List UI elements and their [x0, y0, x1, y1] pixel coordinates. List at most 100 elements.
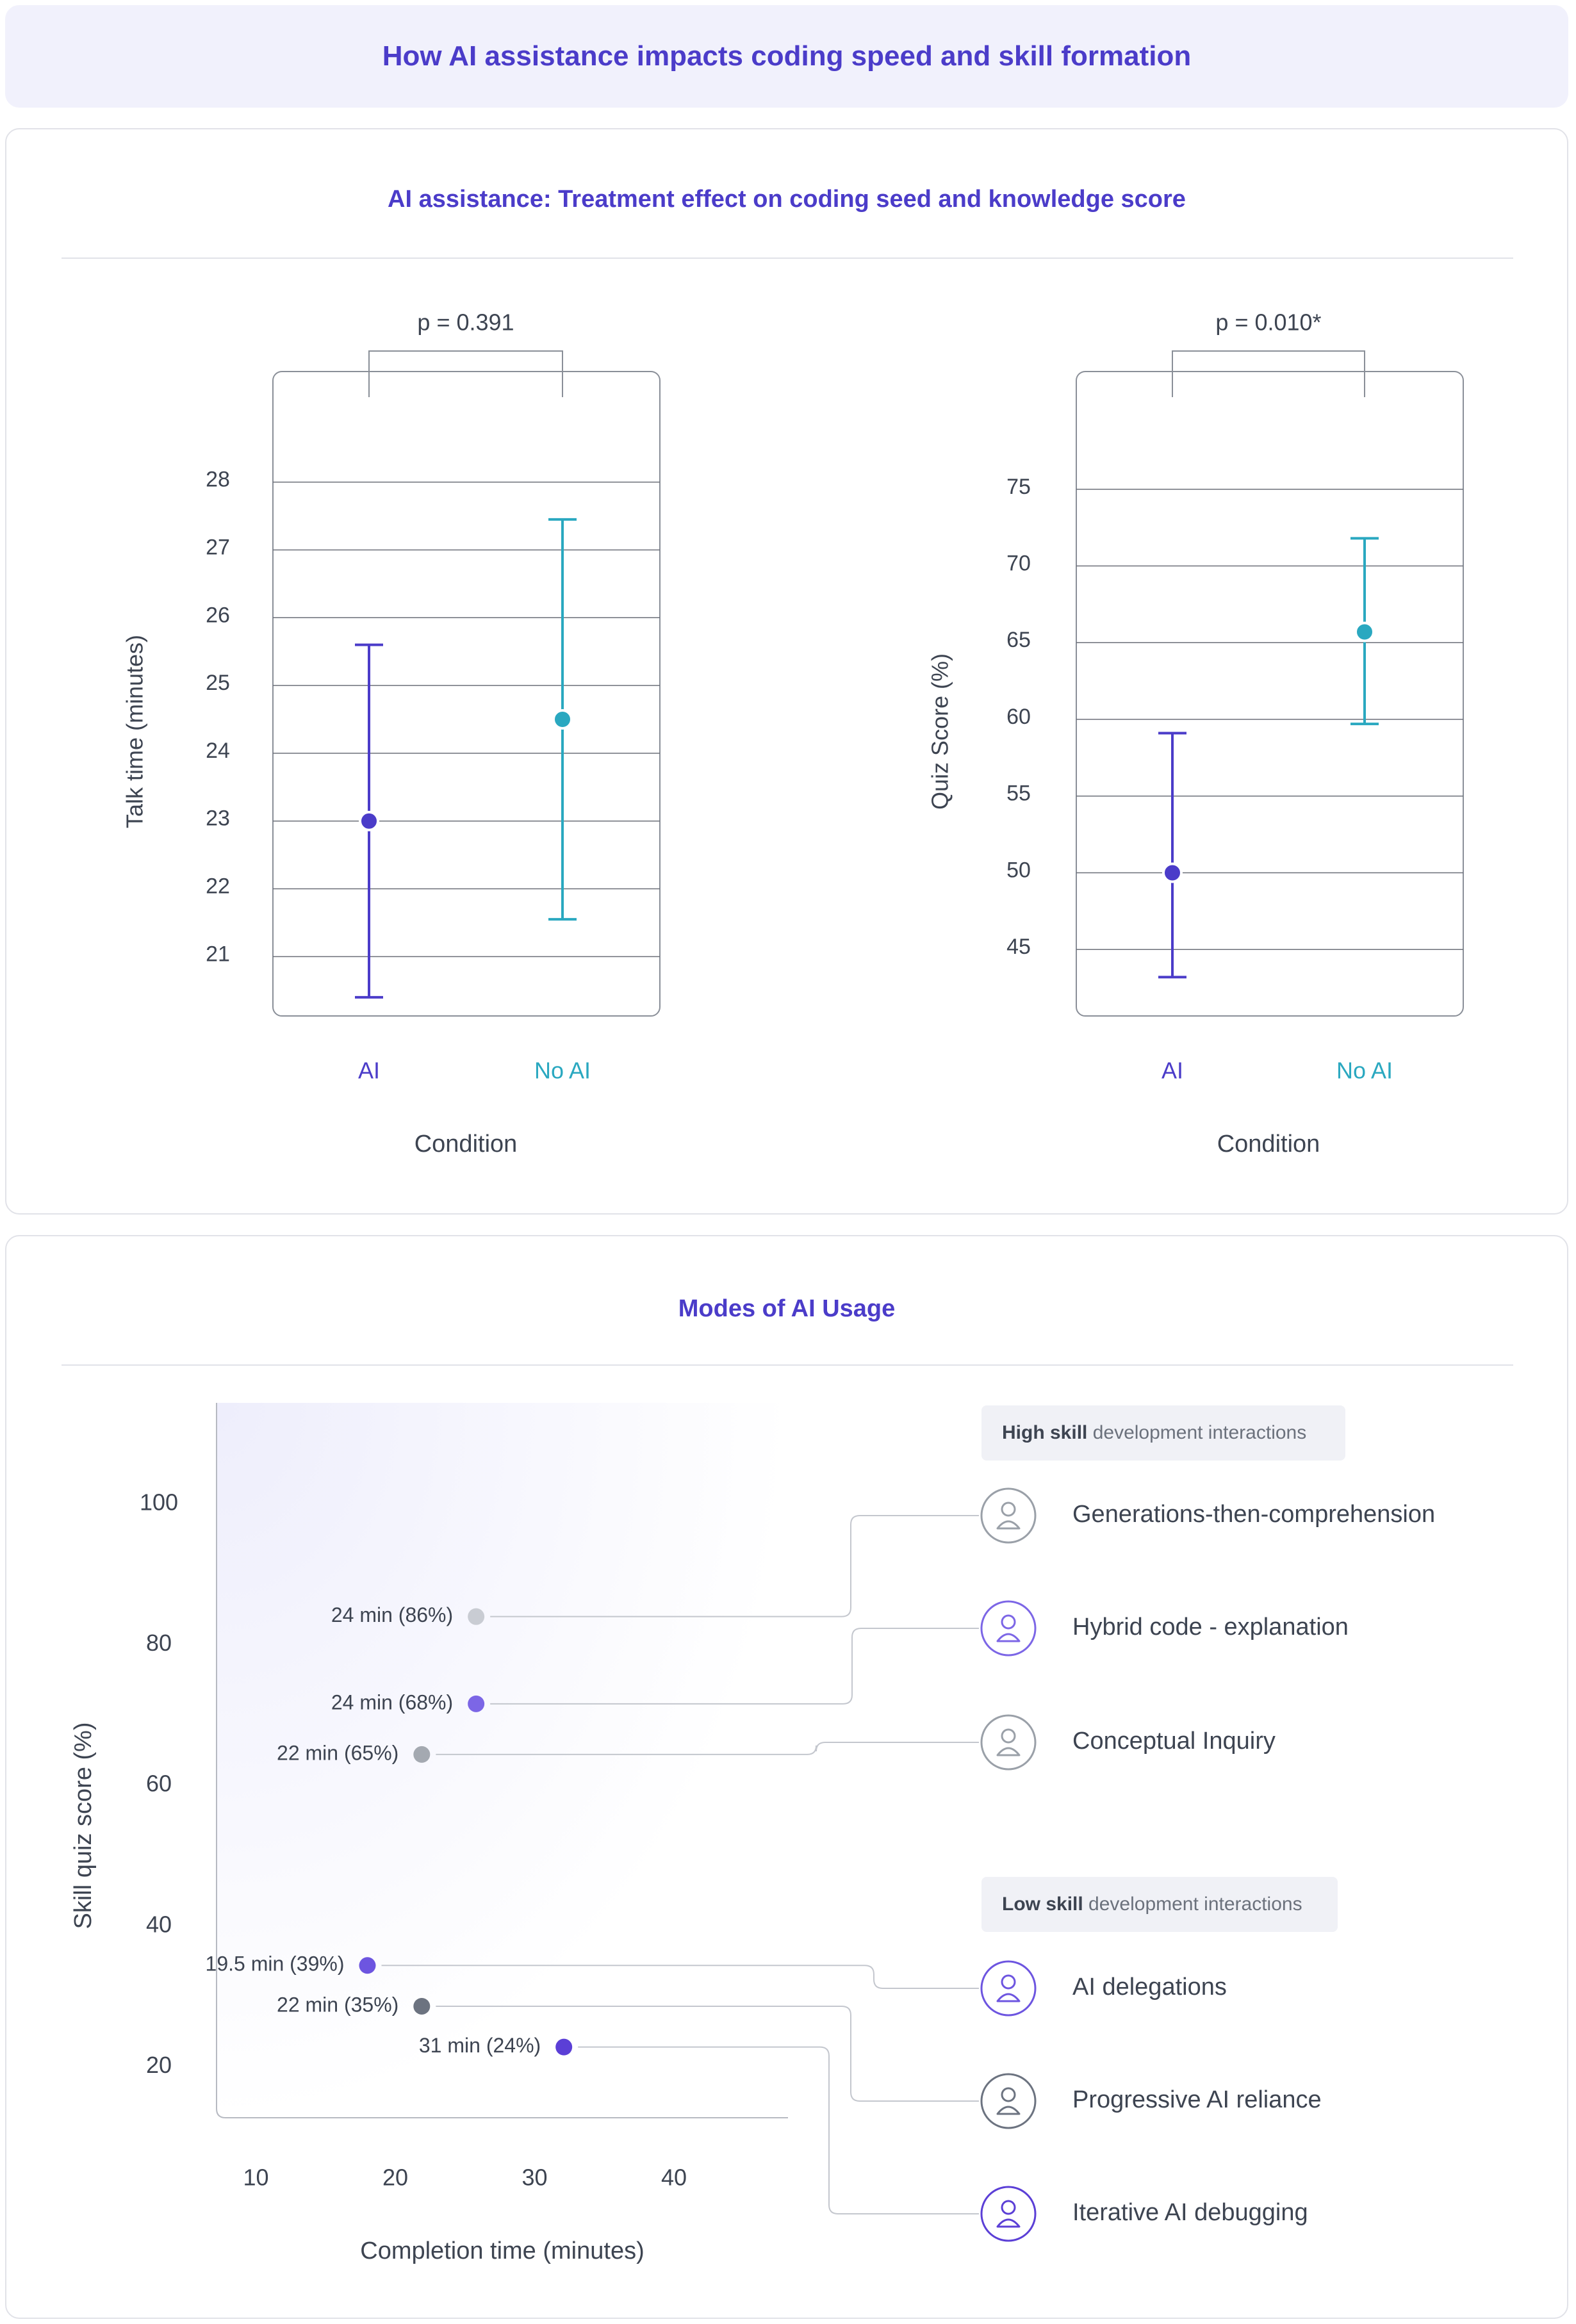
y-tick-label: 21: [206, 942, 230, 966]
badge-rest-text: development interactions: [1087, 1422, 1306, 1443]
y-tick-label: 26: [206, 603, 230, 627]
y-axis-label: Quiz Score (%): [927, 653, 953, 810]
mode-label: Conceptual Inquiry: [1072, 1728, 1276, 1755]
connector-line: [578, 2046, 979, 2214]
page-header: How AI assistance impacts coding speed a…: [5, 5, 1568, 108]
icon-head: [1001, 2200, 1016, 2215]
icon-head: [1001, 1614, 1016, 1630]
y-axis-label: Skill quiz score (%): [70, 1722, 97, 1929]
badge-bold-text: High skill: [1002, 1422, 1087, 1443]
badge-bold-text: Low skill: [1002, 1894, 1083, 1915]
axes: [216, 1403, 788, 2118]
y-tick-label: 25: [206, 671, 230, 695]
data-point-label: 24 min (86%): [331, 1603, 453, 1626]
badge-background: [981, 1405, 1345, 1461]
y-tick-label: 60: [1006, 705, 1031, 729]
person-icon: [980, 1487, 1037, 1544]
x-category-label: No AI: [534, 1058, 591, 1084]
mode-label: Hybrid code - explanation: [1072, 1614, 1349, 1641]
significance-bracket: [368, 350, 563, 397]
icon-body: [996, 1747, 1021, 1756]
y-tick-label: 27: [206, 535, 230, 559]
y-tick-label: 23: [206, 806, 230, 831]
y-axis-label: Talk time (minutes): [122, 635, 148, 828]
person-icon: [980, 1960, 1037, 2017]
icon-body: [996, 2106, 1021, 2115]
x-axis-label: Condition: [415, 1131, 518, 1158]
connector-line: [436, 2005, 979, 2102]
mean-point: [359, 810, 379, 831]
mode-label: Progressive AI reliance: [1072, 2086, 1322, 2113]
mode-label: Generations-then-comprehension: [1072, 1501, 1435, 1528]
plot-frame: [1076, 371, 1464, 1017]
connector-line: [490, 1628, 979, 1705]
plot-area: [217, 1403, 788, 2118]
errorbar-chart-1: 21 22 23 24 25 26 27 28 p = 0.391 Talk time (minu…: [122, 309, 661, 1158]
mode-label: AI delegations: [1072, 1974, 1227, 2001]
errorbar-charts: 21 22 23 24 25 26 27 28 p = 0.391 Talk time (minu…: [122, 309, 1464, 1158]
x-tick-label: 20: [382, 2164, 408, 2191]
icon-body: [996, 1993, 1021, 2002]
p-value-label: p = 0.391: [417, 309, 514, 336]
icon-head: [1001, 1728, 1016, 1744]
y-tick-label: 70: [1006, 552, 1031, 576]
skill-group-badge: Low skill development interactions: [981, 1877, 1338, 1932]
treatment-effect-title: AI assistance: Treatment effect on codin…: [388, 186, 1186, 213]
connector-line: [490, 1515, 979, 1617]
y-tick-label: 75: [1006, 475, 1031, 499]
connector-line: [436, 1742, 979, 1755]
icon-head: [1001, 1974, 1016, 1990]
y-tick-label: 22: [206, 874, 230, 899]
significance-bracket: [1172, 350, 1365, 397]
y-tick-label: 24: [206, 739, 230, 763]
x-category-label: AI: [1161, 1058, 1183, 1084]
y-tick-label: 40: [146, 1911, 172, 1937]
mean-point: [1354, 621, 1375, 642]
y-tick-label: 55: [1006, 781, 1031, 806]
usage-modes-chart: 20 40 60 80 100 10 20 30 40 Skill quiz score (%) C…: [70, 1403, 1435, 2264]
icon-head: [1001, 2087, 1016, 2102]
data-point: [555, 2038, 573, 2056]
icon-body: [996, 2218, 1021, 2228]
ai-usage-modes-title: Modes of AI Usage: [678, 1295, 896, 1322]
y-tick-label: 45: [1006, 935, 1031, 959]
data-point: [359, 1957, 376, 1974]
plot-frame: [272, 371, 661, 1017]
x-category-label: AI: [358, 1058, 380, 1084]
x-axis-label: Condition: [1217, 1131, 1320, 1158]
y-tick-label: 50: [1006, 858, 1031, 882]
data-point: [468, 1608, 485, 1625]
y-tick-label: 60: [146, 1771, 172, 1797]
x-tick-label: 30: [521, 2164, 547, 2191]
mean-point: [1162, 862, 1183, 883]
data-point-label: 31 min (24%): [419, 2034, 541, 2057]
ai-usage-modes-panel: Modes of AI Usage 20 40 60 80 100 10 20 30 40 Ski…: [5, 1235, 1568, 2319]
badge-text: Low skill development interactions: [1002, 1894, 1302, 1915]
data-point-label: 19.5 min (39%): [206, 1952, 345, 1976]
mode-label: Iterative AI debugging: [1072, 2199, 1308, 2226]
person-icon: [980, 1600, 1037, 1657]
data-point: [413, 1746, 431, 1763]
data-point: [413, 1997, 431, 2015]
icon-body: [996, 1520, 1021, 1530]
icon-head: [1001, 1502, 1016, 1517]
person-icon: [980, 2073, 1037, 2129]
treatment-effect-panel: AI assistance: Treatment effect on codin…: [5, 128, 1568, 1215]
x-axis-label: Completion time (minutes): [360, 2238, 644, 2264]
badge-background: [981, 1877, 1338, 1932]
badge-rest-text: development interactions: [1083, 1894, 1302, 1915]
errorbar-chart-2: 45 50 55 60 65 70 75 p = 0.010* Quiz Score (%) AI…: [927, 309, 1464, 1158]
badge-text: High skill development interactions: [1002, 1422, 1306, 1443]
y-tick-label: 80: [146, 1630, 172, 1656]
x-tick-label: 40: [661, 2164, 687, 2191]
divider: [62, 258, 1513, 259]
data-point-label: 24 min (68%): [331, 1690, 453, 1714]
connector-line: [381, 1965, 979, 1989]
skill-group-badge: High skill development interactions: [981, 1405, 1345, 1461]
person-icon: [980, 1714, 1037, 1771]
icon-body: [996, 1633, 1021, 1642]
x-tick-label: 10: [243, 2164, 268, 2191]
p-value-label: p = 0.010*: [1215, 309, 1321, 336]
y-tick-label: 20: [146, 2052, 172, 2078]
divider: [62, 1364, 1513, 1366]
